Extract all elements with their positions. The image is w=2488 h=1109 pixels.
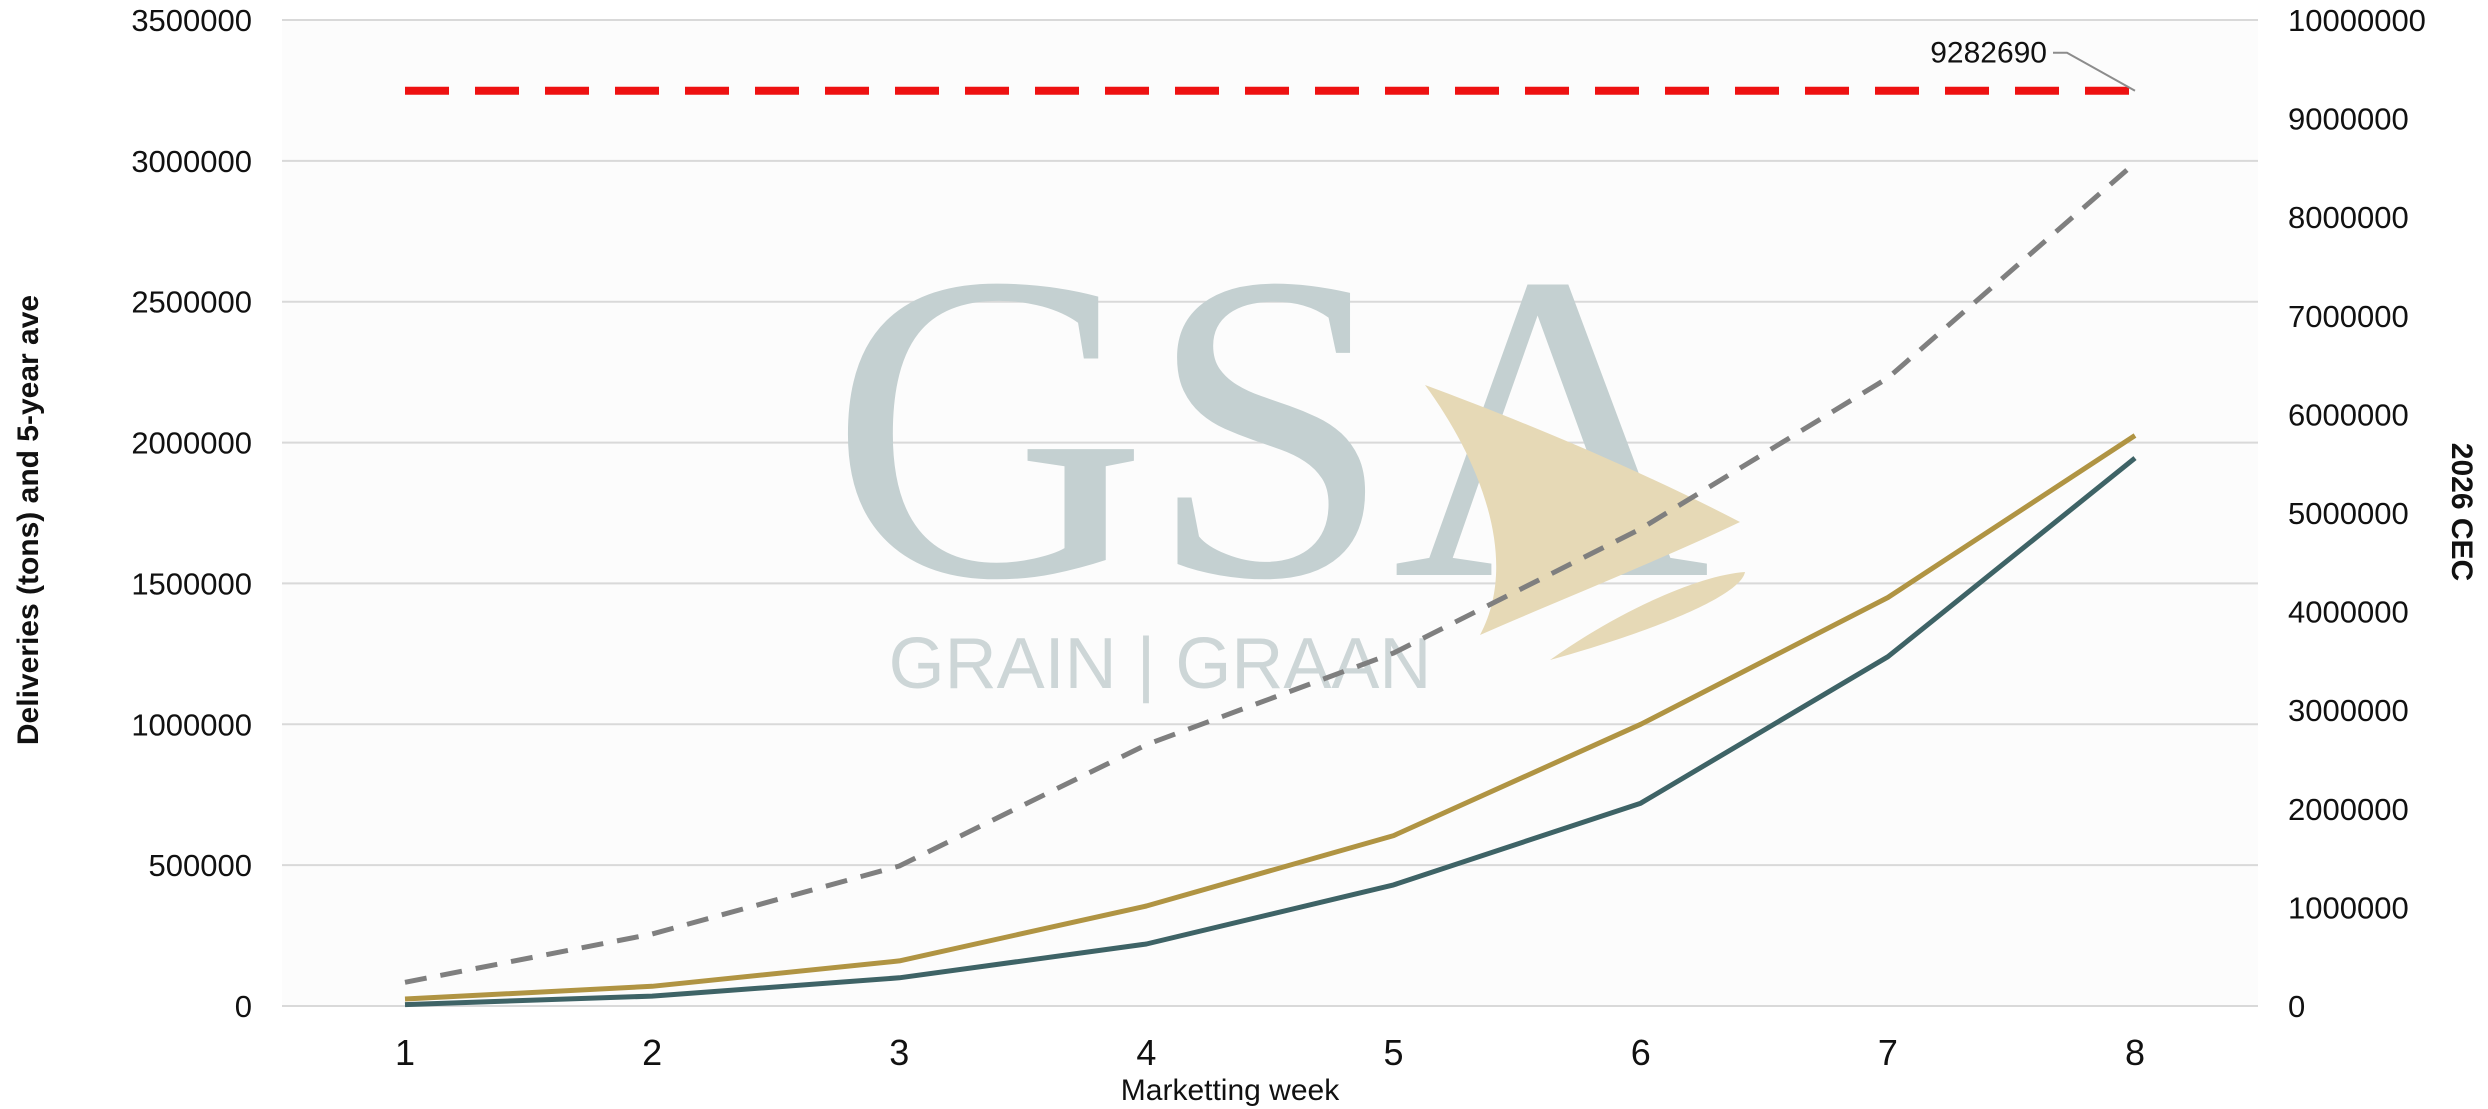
series-line-1	[404, 456, 2137, 1008]
left-axis-title: Deliveries (tons) and 5-year ave	[12, 295, 45, 745]
right-tick-label-3: 3000000	[2288, 693, 2409, 728]
left-tick-label-7: 3500000	[131, 3, 252, 38]
watermark-swoosh-upper	[1425, 385, 1740, 635]
x-tick-label-6: 7	[1878, 1032, 1898, 1073]
x-axis-ticks: 1 2 3 4 5 6 7 8	[395, 1032, 2145, 1073]
x-tick-label-2: 3	[889, 1032, 909, 1073]
left-tick-label-4: 2000000	[131, 426, 252, 461]
gridlines	[282, 19, 2258, 1007]
right-tick-label-2: 2000000	[2288, 792, 2409, 827]
right-axis-title: 2026 CEC	[2445, 443, 2478, 581]
right-tick-label-7: 7000000	[2288, 299, 2409, 334]
series-line-2	[404, 161, 2137, 985]
x-tick-label-5: 6	[1631, 1032, 1651, 1073]
left-tick-label-2: 1000000	[131, 707, 252, 742]
right-tick-label-4: 4000000	[2288, 595, 2409, 630]
left-tick-label-5: 2500000	[131, 285, 252, 320]
right-tick-label-6: 6000000	[2288, 397, 2409, 432]
annotation-label-0: 9282690	[1930, 37, 2047, 70]
annotation-layer: 9282690	[1930, 37, 2136, 92]
x-tick-label-3: 4	[1136, 1032, 1156, 1073]
right-tick-label-5: 5000000	[2288, 496, 2409, 531]
x-tick-label-1: 2	[642, 1032, 662, 1073]
left-axis-ticks: 0 500000 1000000 1500000 2000000 2500000 30000…	[131, 3, 252, 1024]
right-tick-label-9: 9000000	[2288, 102, 2409, 137]
left-tick-label-1: 500000	[149, 848, 252, 883]
right-axis-ticks: 0 1000000 2000000 3000000 4000000 5000000 6000…	[2288, 3, 2426, 1024]
x-tick-label-7: 8	[2125, 1032, 2145, 1073]
left-tick-label-6: 3000000	[131, 144, 252, 179]
watermark-swoosh-lower	[1550, 572, 1745, 660]
watermark-logo: GSA GRAIN | GRAAN	[830, 184, 1745, 704]
x-axis-title: Marketting week	[1121, 1074, 1340, 1107]
right-tick-label-10: 10000000	[2288, 3, 2426, 38]
right-tick-label-8: 8000000	[2288, 200, 2409, 235]
x-tick-label-4: 5	[1384, 1032, 1404, 1073]
left-tick-label-3: 1500000	[131, 566, 252, 601]
left-tick-label-0: 0	[235, 989, 252, 1024]
x-tick-label-0: 1	[395, 1032, 415, 1073]
plot-area	[282, 20, 2258, 1006]
series-line-0	[404, 433, 2137, 1002]
watermark-letters: GSA	[830, 184, 1710, 671]
series-layer	[404, 86, 2137, 1008]
right-tick-label-0: 0	[2288, 989, 2305, 1024]
right-tick-label-1: 1000000	[2288, 890, 2409, 925]
watermark-subtitle: GRAIN | GRAAN	[889, 624, 1432, 704]
annotation-leader-0	[2053, 51, 2136, 92]
